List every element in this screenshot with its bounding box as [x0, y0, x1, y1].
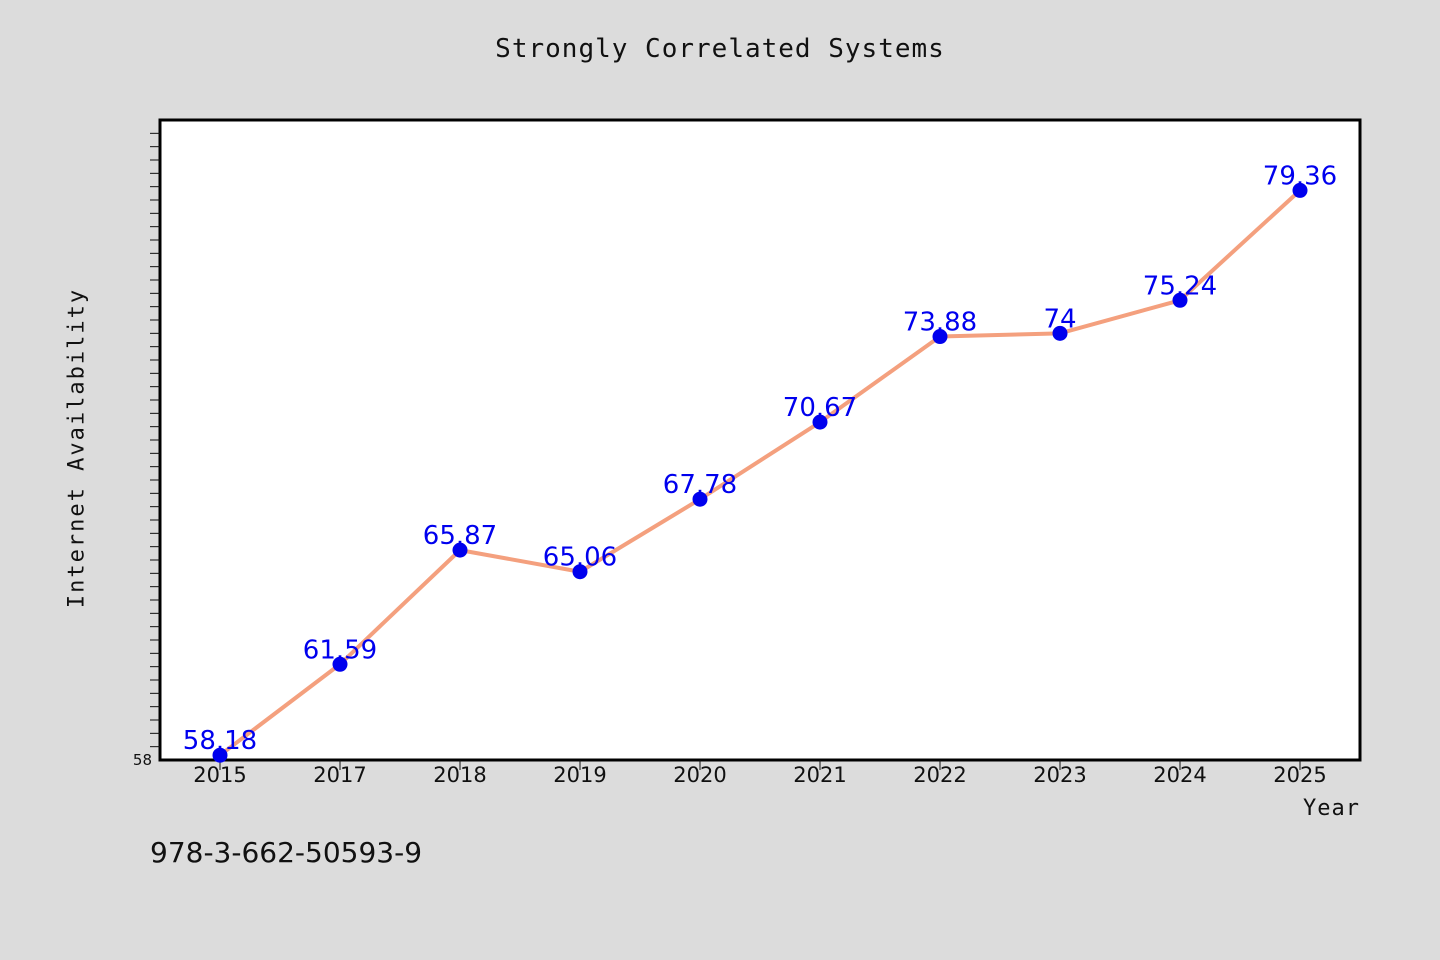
data-point: [212, 747, 228, 763]
data-label: 65.87: [423, 521, 497, 551]
y-tick-label: 58: [133, 751, 152, 769]
data-point: [1052, 325, 1068, 341]
x-tick-label: 2021: [793, 763, 846, 787]
data-label: 79.36: [1263, 161, 1337, 191]
plot-area: [158, 118, 1362, 762]
y-axis-ticks: [150, 132, 160, 748]
data-point: [1292, 182, 1308, 198]
x-tick-label: 2017: [313, 763, 366, 787]
data-label: 65.06: [543, 543, 617, 573]
x-tick-label: 2025: [1273, 763, 1326, 787]
data-label: 73.88: [903, 308, 977, 338]
data-point: [452, 542, 468, 558]
chart-title: Strongly Correlated Systems: [495, 34, 945, 64]
x-tick-label: 2024: [1153, 763, 1206, 787]
data-point: [932, 329, 948, 345]
data-label: 70.67: [783, 393, 857, 423]
x-tick-label: 2019: [553, 763, 606, 787]
x-tick-label: 2023: [1033, 763, 1086, 787]
data-point: [692, 491, 708, 507]
footer-code: 978-3-662-50593-9: [150, 836, 423, 869]
x-tick-label: 2022: [913, 763, 966, 787]
data-point: [332, 656, 348, 672]
data-label: 67.78: [663, 470, 737, 500]
data-point: [812, 414, 828, 430]
x-tick-label: 2015: [193, 763, 246, 787]
x-axis-label: Year: [1303, 796, 1360, 821]
data-label: 74: [1043, 304, 1076, 334]
data-label: 61.59: [303, 635, 377, 665]
data-point: [1172, 292, 1188, 308]
series-line: [218, 188, 1302, 758]
data-label: 58.18: [183, 726, 257, 756]
data-label: 75.24: [1143, 271, 1217, 301]
x-tick-label: 2018: [433, 763, 486, 787]
x-tick-label: 2020: [673, 763, 726, 787]
data-point: [572, 564, 588, 580]
